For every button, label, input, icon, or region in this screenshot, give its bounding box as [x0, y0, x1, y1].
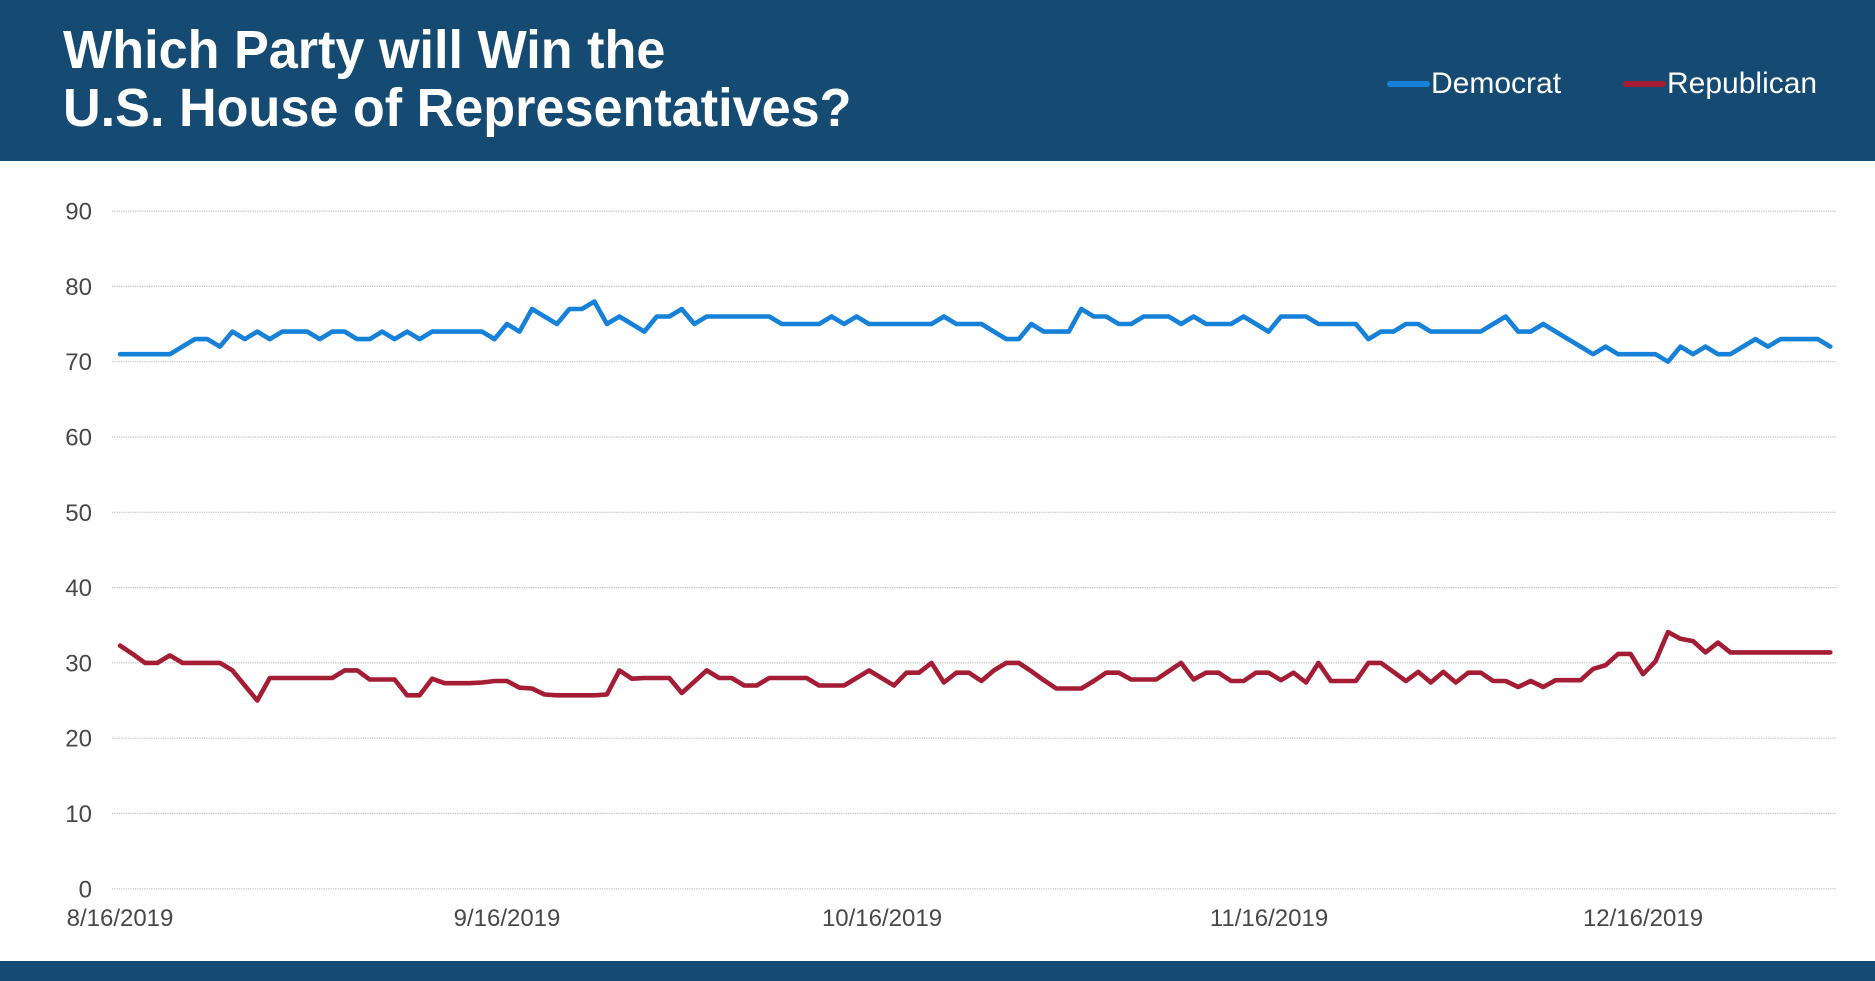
svg-text:80: 80	[65, 274, 92, 301]
svg-text:70: 70	[65, 349, 92, 376]
svg-text:40: 40	[65, 575, 92, 602]
svg-text:11/16/2019: 11/16/2019	[1210, 905, 1328, 932]
svg-text:30: 30	[65, 650, 92, 677]
svg-text:12/16/2019: 12/16/2019	[1583, 905, 1703, 932]
svg-text:9/16/2019: 9/16/2019	[454, 905, 561, 932]
svg-text:60: 60	[65, 425, 92, 452]
svg-text:10: 10	[65, 801, 92, 828]
svg-text:0: 0	[79, 876, 92, 903]
svg-text:20: 20	[65, 726, 92, 753]
svg-text:10/16/2019: 10/16/2019	[822, 905, 942, 932]
svg-text:90: 90	[65, 199, 92, 226]
svg-text:8/16/2019: 8/16/2019	[67, 905, 174, 932]
svg-text:50: 50	[65, 500, 92, 527]
